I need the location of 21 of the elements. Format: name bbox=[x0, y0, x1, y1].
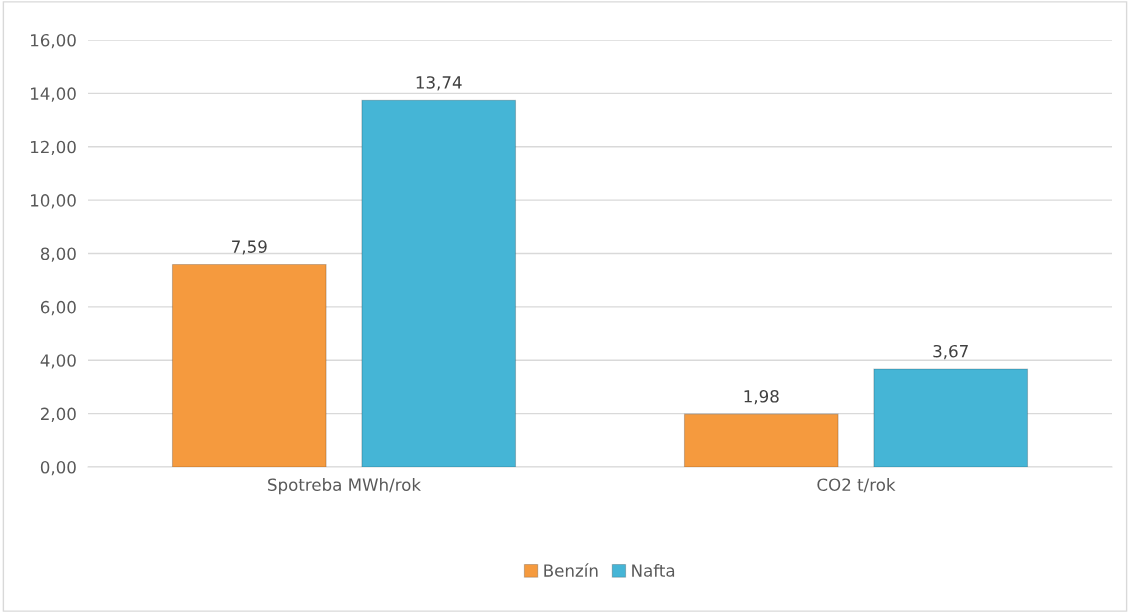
legend-label: Benzín bbox=[544, 563, 598, 577]
data-label: 13,74 bbox=[416, 76, 462, 91]
data-label: 1,98 bbox=[744, 389, 779, 405]
y-tick-label: 12,00 bbox=[31, 140, 76, 156]
y-tick-label: 0,00 bbox=[40, 460, 76, 476]
x-tick-label: Spotreba MWh/rok bbox=[268, 478, 421, 495]
x-tick-label: CO2 t/rok bbox=[817, 478, 896, 493]
data-label: 3,67 bbox=[933, 344, 968, 360]
y-tick-label: 16,00 bbox=[31, 33, 76, 49]
y-tick-label: 2,00 bbox=[41, 407, 76, 422]
y-tick-label: 8,00 bbox=[40, 247, 76, 262]
bar bbox=[683, 413, 839, 467]
y-tick-label: 14,00 bbox=[31, 87, 76, 102]
y-tick-label: 6,00 bbox=[40, 300, 76, 316]
data-label: 7,59 bbox=[232, 240, 267, 255]
bar bbox=[171, 263, 327, 467]
y-tick-label: 4,00 bbox=[40, 354, 76, 369]
y-tick-label: 10,00 bbox=[31, 194, 76, 209]
bar bbox=[873, 368, 1029, 467]
legend-label: Nafta bbox=[632, 563, 675, 577]
bar bbox=[361, 99, 517, 467]
